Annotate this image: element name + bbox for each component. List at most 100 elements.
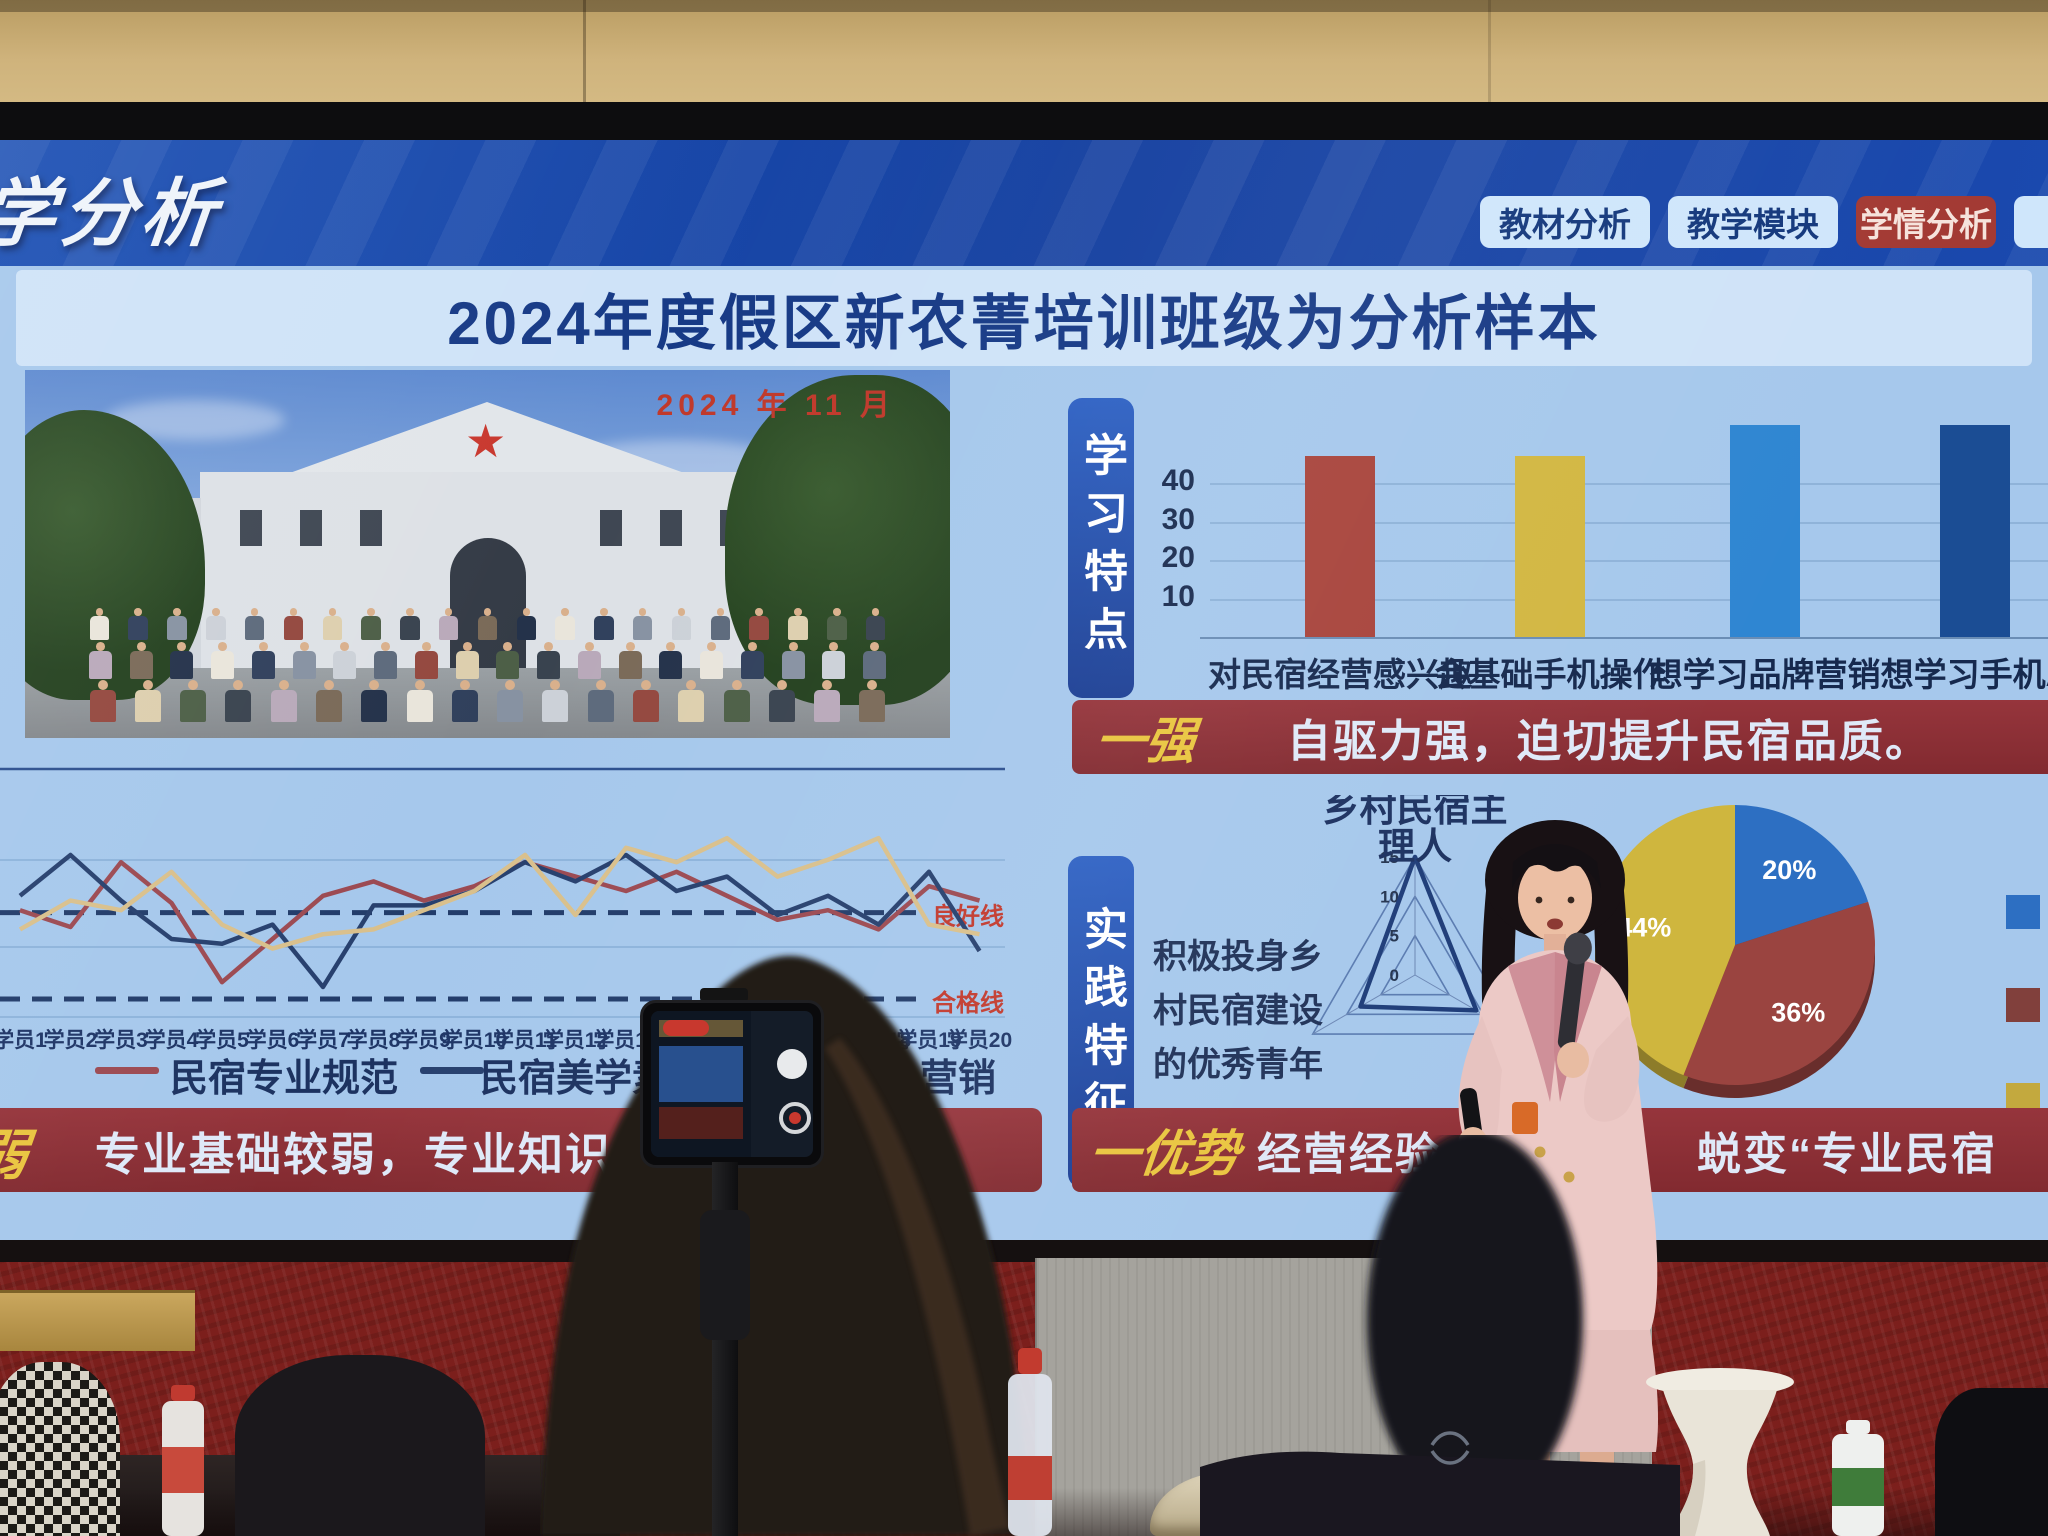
person-head [544, 642, 553, 651]
person [292, 642, 316, 679]
pie-slice [1683, 901, 1875, 1085]
radar-tick: 0 [1390, 966, 1399, 985]
bar-axis-tick: 40 [1161, 464, 1195, 497]
person [632, 680, 659, 722]
person [361, 680, 388, 722]
person [859, 680, 886, 722]
person-body [827, 615, 847, 640]
pie-slice-label: 36% [1771, 997, 1825, 1027]
baluster-cap [1646, 1368, 1794, 1396]
nav-button-textbook-analysis[interactable]: 教材分析 [1480, 196, 1650, 248]
building-window [240, 510, 262, 546]
wall-seam [583, 0, 586, 105]
person-body [477, 615, 498, 640]
microphone [1557, 932, 1592, 1050]
bar [1730, 425, 1800, 637]
building-door [450, 538, 526, 672]
bar-label: 想学习手机A [1880, 656, 2048, 693]
person [863, 642, 887, 679]
person-body [270, 690, 297, 722]
nav-button-partial[interactable] [2014, 196, 2048, 248]
person-head [595, 680, 606, 690]
person-head [833, 608, 841, 616]
person-head [459, 680, 470, 690]
person-head [503, 642, 513, 651]
person [865, 608, 886, 640]
person-head [600, 608, 608, 616]
person-head [625, 642, 635, 651]
pie-legend-swatch-maroon [2006, 988, 2040, 1022]
person-head [829, 642, 839, 651]
bottle-cap [1018, 1348, 1042, 1374]
nav-button-teaching-modules[interactable]: 教学模块 [1668, 196, 1838, 248]
person-body [414, 650, 438, 679]
person [710, 608, 731, 640]
person [251, 642, 275, 679]
radar-title-line2: 理人 [1378, 826, 1452, 867]
x-axis-label: 学员9 [397, 1028, 451, 1052]
bottle-cap [171, 1385, 195, 1401]
x-axis-label: 学员4 [145, 1028, 199, 1052]
under-armour-logo-icon [1430, 1431, 1470, 1465]
person [128, 608, 148, 640]
pie-chart: 20%36%44% [1595, 805, 1875, 1098]
person [322, 608, 342, 640]
person-body [537, 650, 561, 679]
recording-badge [663, 1020, 709, 1036]
person-head [324, 680, 335, 690]
radar-tick: 15 [1380, 848, 1399, 867]
person-body [455, 650, 479, 679]
presenter-face [1518, 855, 1592, 941]
group-photo: ★ ★ ★ 2024 年 11 月 [25, 370, 950, 738]
reference-line-label: 合格线 [932, 989, 1004, 1017]
person-head [136, 642, 146, 651]
banner-strong-text: 自驱力强，迫切提升民宿品质。 [1287, 717, 1931, 766]
person [822, 642, 846, 679]
water-bottle [160, 1385, 206, 1536]
person [671, 608, 692, 640]
bottle-label [162, 1447, 204, 1493]
bar-label: 对民宿经营感兴趣 [1208, 656, 1472, 693]
radar-grid [1379, 934, 1451, 996]
building-window [660, 510, 682, 546]
person-body [659, 650, 683, 679]
person-head [134, 608, 142, 616]
person [577, 642, 601, 679]
record-button[interactable] [778, 1101, 811, 1134]
person [788, 608, 808, 640]
radar-data-polygon [1358, 854, 1479, 1013]
person [89, 680, 116, 722]
person-body [671, 615, 692, 640]
person-head [638, 608, 647, 616]
person [451, 680, 478, 722]
person-body [555, 615, 575, 640]
person [477, 608, 498, 640]
person [244, 608, 265, 640]
legend-swatch [95, 1067, 159, 1074]
shutter-button[interactable] [777, 1048, 808, 1079]
bottle-body [1008, 1374, 1052, 1536]
presenter-bangs [1512, 844, 1601, 888]
person-body [781, 650, 805, 679]
person-head [871, 608, 880, 616]
person-body [128, 615, 148, 640]
person-body [251, 650, 275, 679]
banner-strong: 一强 自驱力强，迫切提升民宿品质。 [1072, 700, 2048, 774]
nav-button-learner-analysis[interactable]: 学情分析 [1856, 196, 1996, 248]
person [618, 642, 642, 679]
radar-axis-label: 积极投身乡 村民宿建设 的优秀青年 [1148, 930, 1328, 1092]
person [555, 608, 575, 640]
person-head [233, 680, 244, 690]
person-head [421, 642, 431, 651]
pie-legend-swatch-blue [2006, 895, 2040, 929]
bottle-cap [1846, 1420, 1870, 1434]
table-edge [0, 1290, 195, 1351]
radar-axis-label-line: 村民宿建设 [1153, 992, 1323, 1030]
person-head [258, 642, 268, 651]
radar-axis-label-line: 积极投身乡 [1153, 938, 1323, 976]
person-head [776, 680, 787, 690]
screen-bezel [0, 1240, 2048, 1264]
person-head [505, 680, 516, 690]
person-body [740, 650, 764, 679]
person-head [177, 642, 187, 651]
